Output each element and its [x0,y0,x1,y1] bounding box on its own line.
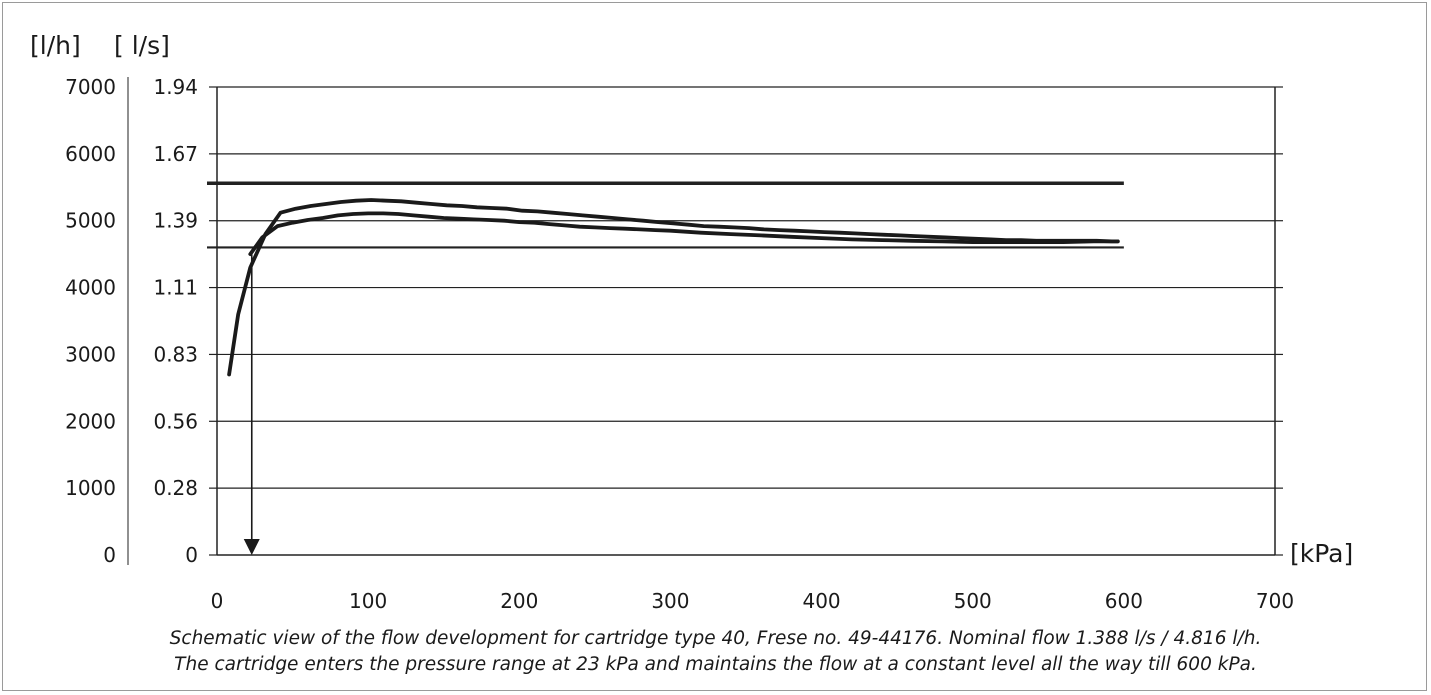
x-tick-label: 300 [651,589,689,613]
x-tick-label: 400 [802,589,840,613]
grid-lines [217,86,1275,489]
x-unit-label: [kPa] [1290,539,1353,568]
y-right-tick-label: 0.28 [153,476,198,500]
pressure-entry-arrow [243,254,260,555]
y-left-tick-label: 4000 [65,276,116,300]
y-right-tick-label: 1.67 [153,142,198,166]
flow-curve [248,211,1120,256]
y-left-tick-label: 1000 [65,476,116,500]
x-tick-label: 700 [1256,589,1294,613]
arrow-head [243,539,260,555]
flow-series [227,198,1120,377]
y-right-unit-label: [ l/s] [114,31,170,60]
x-tick-label: 600 [1105,589,1143,613]
x-tick-label: 500 [954,589,992,613]
y-right-tick-label: 0 [185,543,198,567]
y-right-tick-label: 1.11 [153,276,198,300]
y-right-tick-label: 0.56 [153,409,198,433]
y-right-tick-label: 1.94 [153,75,198,99]
y-left-tick-label: 3000 [65,342,116,366]
x-tick-label: 200 [500,589,538,613]
y-right-tick-label: 0.83 [153,342,198,366]
y-left-tick-label: 6000 [65,142,116,166]
y-right-tick-labels: 0 0.28 0.56 0.83 1.11 1.39 1.67 1.94 [153,75,198,567]
x-tick-labels: 0 100 200 300 400 500 600 700 [211,589,1294,613]
x-tick-label: 100 [349,589,387,613]
y-left-tick-label: 7000 [65,75,116,99]
chart-caption: Schematic view of the flow development f… [0,626,1431,678]
caption-line-1: Schematic view of the flow development f… [169,628,1262,649]
caption-line-2: The cartridge enters the pressure range … [174,654,1257,675]
y-left-tick-labels: 0 1000 2000 3000 4000 5000 6000 7000 [65,75,116,567]
axes [127,77,1283,565]
tolerance-lines [207,181,1124,249]
y-right-tick-label: 1.39 [153,209,198,233]
y-left-tick-label: 2000 [65,409,116,433]
y-left-tick-label: 0 [103,543,116,567]
y-left-tick-label: 5000 [65,209,116,233]
flow-curve [227,198,1120,377]
x-tick-label: 0 [211,589,224,613]
y-left-unit-label: [l/h] [30,31,81,60]
